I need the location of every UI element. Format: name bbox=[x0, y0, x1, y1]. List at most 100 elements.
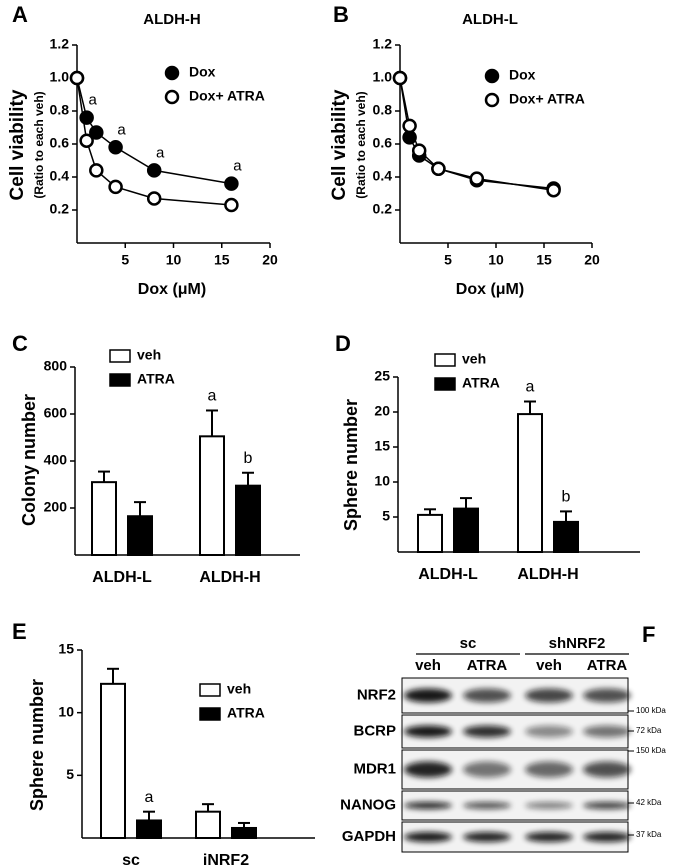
lane-label: ATRA bbox=[467, 657, 508, 674]
data-point bbox=[392, 70, 408, 86]
bar bbox=[453, 507, 479, 554]
protein-label: GAPDH bbox=[342, 828, 396, 845]
y-tick-label: 0.4 bbox=[50, 168, 70, 184]
marker-label: 150 kDa bbox=[636, 746, 666, 755]
legend-label: veh bbox=[462, 351, 486, 367]
data-point bbox=[224, 197, 239, 213]
y-axis-sublabel: (Ratio to each veh) bbox=[354, 91, 368, 198]
data-point bbox=[546, 182, 561, 198]
legend-marker bbox=[484, 68, 500, 84]
marker-label: 72 kDa bbox=[636, 726, 662, 735]
y-tick-label: 1.0 bbox=[50, 69, 70, 85]
annotation: a bbox=[526, 379, 535, 396]
legend-label: ATRA bbox=[137, 371, 175, 387]
y-tick-label: 5 bbox=[66, 766, 74, 782]
annotation: a bbox=[145, 789, 154, 806]
y-tick-label: 0.6 bbox=[50, 135, 70, 151]
y-tick-label: 1.0 bbox=[373, 69, 393, 85]
bar bbox=[195, 810, 221, 839]
y-tick-label: 15 bbox=[374, 438, 390, 454]
y-tick-label: 10 bbox=[58, 703, 74, 719]
panel-letter: B bbox=[333, 2, 349, 27]
chart-title: ALDH-H bbox=[143, 11, 201, 28]
group-label: sc bbox=[460, 635, 477, 652]
blot-band bbox=[525, 761, 573, 778]
blot-band bbox=[463, 802, 511, 809]
blot-band bbox=[525, 688, 573, 703]
data-point bbox=[89, 163, 104, 178]
x-tick-label: ALDH-L bbox=[92, 569, 152, 586]
annotation: b bbox=[562, 489, 571, 506]
blot-band bbox=[583, 725, 631, 738]
blot-band bbox=[404, 688, 452, 703]
data-point bbox=[224, 176, 239, 191]
x-tick-label: 5 bbox=[121, 252, 129, 268]
x-tick-label: 20 bbox=[262, 252, 278, 268]
panel-letter: E bbox=[12, 619, 27, 644]
x-tick-label: ALDH-H bbox=[199, 569, 260, 586]
panel-letter: F bbox=[642, 622, 655, 647]
y-tick-label: 0.2 bbox=[50, 201, 70, 217]
annotation: a bbox=[156, 144, 165, 161]
marker-label: 37 kDa bbox=[636, 830, 662, 839]
blot-band bbox=[404, 725, 452, 738]
x-tick-label: sc bbox=[122, 852, 140, 865]
panel-letter: D bbox=[335, 331, 351, 356]
legend-label: ATRA bbox=[227, 705, 265, 721]
legend-swatch bbox=[434, 353, 456, 367]
y-axis-label: Sphere number bbox=[27, 679, 47, 811]
legend-label: veh bbox=[227, 681, 251, 697]
blot-band bbox=[404, 832, 452, 842]
annotation: a bbox=[208, 388, 217, 405]
panel-letter: A bbox=[12, 2, 28, 27]
y-tick-label: 800 bbox=[44, 358, 68, 374]
legend-swatch bbox=[434, 377, 456, 391]
data-point bbox=[79, 133, 94, 148]
y-tick-label: 5 bbox=[382, 508, 390, 524]
y-tick-label: 15 bbox=[58, 641, 74, 657]
data-point bbox=[431, 161, 446, 176]
blot-band bbox=[583, 802, 631, 809]
bar bbox=[231, 826, 257, 839]
x-tick-label: ALDH-H bbox=[517, 566, 578, 583]
y-tick-label: 0.6 bbox=[373, 135, 393, 151]
bar bbox=[127, 515, 153, 556]
legend-label: Dox bbox=[189, 64, 216, 80]
data-point bbox=[402, 130, 417, 145]
blot-band bbox=[525, 725, 573, 738]
blot-band bbox=[583, 761, 631, 778]
legend-swatch bbox=[199, 683, 221, 697]
marker-label: 42 kDa bbox=[636, 798, 662, 807]
data-point bbox=[108, 179, 123, 195]
y-tick-label: 10 bbox=[374, 473, 390, 489]
x-tick-label: iNRF2 bbox=[203, 852, 249, 865]
x-tick-label: 5 bbox=[444, 252, 452, 268]
legend-marker bbox=[164, 89, 180, 105]
legend-swatch bbox=[109, 373, 131, 387]
data-point bbox=[146, 191, 162, 206]
y-tick-label: 600 bbox=[44, 405, 68, 421]
y-tick-label: 0.8 bbox=[373, 102, 393, 118]
protein-label: MDR1 bbox=[353, 760, 396, 777]
data-point bbox=[411, 143, 427, 158]
legend-label: Dox bbox=[509, 67, 536, 83]
annotation: a bbox=[233, 158, 242, 175]
y-tick-label: 25 bbox=[374, 368, 390, 384]
blot-band bbox=[525, 832, 573, 842]
blot-band bbox=[463, 761, 511, 778]
marker-label: 100 kDa bbox=[636, 706, 666, 715]
blot-band bbox=[404, 802, 452, 809]
y-axis-label: Cell viability bbox=[7, 89, 28, 200]
bar bbox=[136, 819, 162, 839]
x-tick-label: ALDH-L bbox=[418, 566, 478, 583]
chart-title: ALDH-L bbox=[462, 11, 518, 28]
bar bbox=[417, 513, 443, 554]
x-tick-label: 10 bbox=[166, 252, 182, 268]
annotation: a bbox=[117, 121, 126, 138]
data-point bbox=[69, 70, 85, 86]
group-label: shNRF2 bbox=[549, 635, 606, 652]
blot-band bbox=[404, 761, 452, 778]
annotation: a bbox=[88, 92, 97, 109]
x-tick-label: 15 bbox=[214, 252, 230, 268]
